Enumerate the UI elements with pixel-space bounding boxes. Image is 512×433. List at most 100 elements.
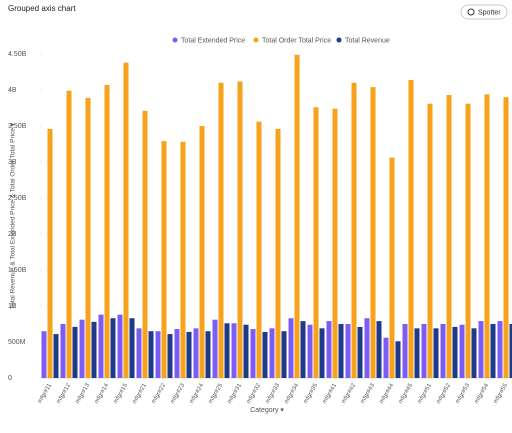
bar: [389, 157, 395, 378]
bar: [383, 337, 389, 378]
bar: [269, 328, 275, 378]
bar: [180, 141, 186, 378]
bar: [212, 319, 218, 378]
legend-marker: [253, 37, 259, 43]
bar: [224, 323, 230, 378]
bar: [161, 141, 167, 378]
button-bg[interactable]: [460, 4, 508, 20]
x-tick-label: mfgr#34: [284, 382, 301, 405]
x-tick-label: mfgr#55: [493, 382, 510, 405]
bar: [167, 334, 173, 378]
y-tick-label: 3.50B: [8, 123, 27, 130]
x-tick-label: mfgr#43: [360, 382, 377, 405]
legend-marker: [336, 37, 342, 43]
x-tick-label: mfgr#22: [151, 382, 168, 405]
bar: [471, 328, 477, 378]
bar: [155, 331, 161, 378]
bar: [497, 321, 503, 378]
x-tick-label: mfgr#41: [322, 382, 339, 405]
bar: [452, 326, 458, 378]
y-tick-label: 2.50B: [8, 195, 27, 202]
bar: [98, 314, 104, 378]
bar: [326, 321, 332, 378]
bar: [427, 103, 433, 379]
x-tick-label: mfgr#31: [227, 382, 244, 405]
bar: [376, 321, 382, 378]
bar: [199, 126, 205, 378]
x-tick-label: mfgr#35: [303, 382, 320, 405]
x-tick-label: mfgr#44: [379, 382, 396, 405]
y-tick-label: 4B: [8, 87, 17, 94]
bar: [294, 54, 300, 378]
y-axis-title: Total Revenue & Total Extended Price & T…: [10, 122, 17, 309]
x-tick-label: mfgr#23: [170, 382, 187, 405]
x-tick-label: mfgr#12: [56, 382, 73, 405]
bar: [129, 318, 135, 378]
bar: [281, 331, 287, 378]
bar: [370, 87, 376, 379]
bar: [307, 324, 313, 378]
bar: [440, 324, 446, 378]
bar: [364, 318, 370, 378]
bar: [47, 128, 53, 378]
x-tick-label: mfgr#51: [417, 382, 434, 405]
x-tick-label: mfgr#21: [132, 382, 149, 405]
bar: [110, 318, 116, 378]
bar: [41, 331, 47, 378]
bar: [446, 95, 452, 378]
bar: [275, 128, 281, 378]
button-label[interactable]: Spotter: [478, 9, 501, 16]
bar: [459, 324, 465, 378]
bar: [205, 331, 211, 378]
bar: [186, 331, 192, 378]
bar: [91, 321, 97, 378]
x-tick-label: mfgr#42: [341, 382, 358, 405]
x-tick-label: mfgr#33: [265, 382, 282, 405]
bar: [332, 108, 338, 378]
x-tick-label: mfgr#14: [94, 382, 111, 405]
bar: [237, 81, 243, 379]
chart-title: Grouped axis chart: [8, 4, 76, 13]
bar: [338, 324, 344, 378]
y-tick-label: 0: [8, 375, 12, 382]
bar: [60, 324, 66, 378]
bar: [250, 329, 256, 378]
bar: [402, 324, 408, 378]
bar: [193, 328, 199, 378]
bar: [174, 329, 180, 378]
y-tick-label: 2B: [8, 231, 17, 238]
bar: [288, 318, 294, 378]
x-tick-label: mfgr#32: [246, 382, 263, 405]
bar: [357, 326, 363, 378]
bar: [414, 328, 420, 378]
spotter-button[interactable]: Spotter: [460, 4, 508, 20]
bar: [148, 331, 154, 378]
bar: [433, 328, 439, 378]
bar: [503, 97, 509, 378]
bar: [72, 326, 78, 378]
button-icon: [467, 8, 475, 16]
y-tick-label: 1B: [8, 303, 17, 310]
bar: [136, 328, 142, 378]
bar: [509, 324, 512, 378]
bar: [142, 110, 148, 378]
x-tick-label: mfgr#52: [436, 382, 453, 405]
bar: [85, 97, 91, 379]
x-tick-label: mfgr#15: [113, 382, 130, 405]
bar: [319, 328, 325, 378]
legend-label: Total Extended Price: [181, 37, 245, 44]
x-tick-label: mfgr#11: [37, 382, 53, 404]
bar: [66, 90, 72, 378]
bar: [300, 321, 306, 378]
bar: [117, 314, 123, 378]
bar: [79, 319, 85, 378]
bar: [484, 94, 490, 378]
x-axis-title: Category ▾: [250, 407, 284, 414]
bar: [395, 341, 401, 378]
bar: [345, 324, 351, 378]
bar: [104, 84, 110, 379]
bar: [351, 82, 357, 379]
x-tick-label: mfgr#24: [189, 382, 206, 405]
